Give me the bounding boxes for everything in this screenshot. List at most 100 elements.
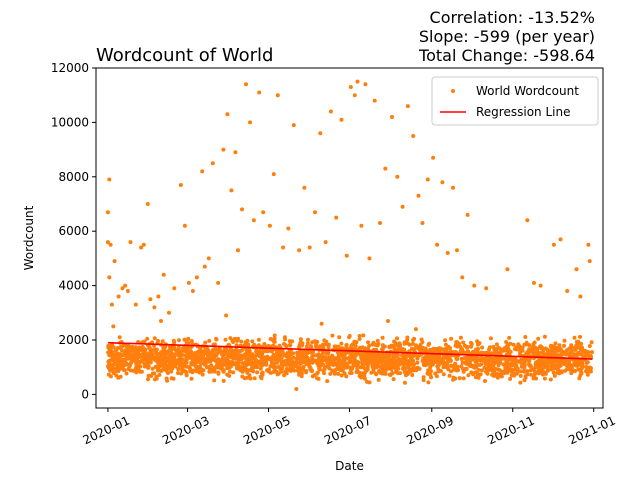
scatter-point [551, 370, 556, 375]
scatter-point [216, 370, 221, 375]
scatter-point [337, 364, 342, 369]
x-tick-label: 2021-01 [566, 413, 617, 447]
scatter-point [379, 369, 384, 374]
scatter-point [416, 193, 421, 198]
scatter-point [248, 376, 253, 381]
scatter-point [250, 365, 254, 370]
scatter-point [271, 172, 276, 177]
scatter-point [212, 347, 217, 352]
scatter-point [363, 360, 368, 364]
scatter-point [251, 369, 256, 374]
scatter-point [180, 364, 185, 369]
scatter-point [405, 104, 410, 109]
scatter-point [356, 370, 361, 375]
scatter-point [502, 369, 507, 374]
scatter-point [323, 240, 328, 245]
scatter-point [472, 283, 477, 288]
scatter-point [164, 368, 169, 373]
scatter-point [511, 342, 516, 347]
scatter-point [383, 166, 388, 171]
scatter-point [118, 374, 123, 379]
scatter-point [498, 360, 503, 365]
scatter-point [360, 371, 365, 376]
scatter-point [383, 360, 388, 364]
scatter-point [275, 372, 280, 377]
scatter-point [202, 360, 207, 365]
scatter-point [152, 371, 157, 376]
scatter-point [222, 352, 227, 357]
scatter-point [123, 348, 128, 352]
scatter-point [110, 368, 115, 373]
scatter-point [330, 333, 335, 338]
scatter-point [431, 155, 436, 160]
scatter-point [336, 360, 341, 365]
scatter-point [257, 361, 262, 366]
scatter-point [306, 337, 310, 342]
scatter-point [225, 112, 230, 117]
scatter-point [475, 371, 480, 376]
scatter-point [400, 204, 405, 209]
scatter-point [352, 93, 357, 98]
scatter-point [539, 368, 543, 373]
scatter-point [197, 345, 202, 350]
scatter-point [203, 346, 208, 350]
scatter-point [510, 367, 515, 372]
scatter-point [400, 366, 405, 371]
scatter-point [441, 360, 446, 364]
scatter-point [503, 365, 508, 370]
scatter-point [527, 363, 532, 368]
scatter-point [112, 259, 117, 264]
scatter-point [226, 359, 231, 364]
scatter-point [540, 372, 545, 377]
scatter-point [525, 218, 530, 223]
scatter-point [117, 335, 122, 340]
scatter-point [363, 370, 368, 375]
scatter-point [212, 342, 217, 347]
scatter-point [564, 352, 569, 357]
scatter-point [210, 161, 215, 166]
scatter-point [146, 377, 150, 382]
scatter-point [518, 373, 523, 378]
scatter-point [312, 373, 317, 378]
scatter-point [446, 344, 451, 349]
scatter-point [302, 185, 307, 190]
scatter-point [229, 188, 234, 193]
scatter-point [431, 358, 436, 363]
scatter-point [329, 355, 334, 360]
scatter-point [469, 342, 474, 347]
scatter-point [183, 359, 188, 363]
scatter-point [344, 361, 349, 366]
scatter-point [221, 362, 226, 367]
scatter-point [176, 371, 180, 375]
scatter-point [415, 356, 420, 361]
scatter-point [585, 360, 590, 365]
scatter-point [339, 360, 344, 365]
scatter-point [492, 362, 496, 366]
scatter-point [525, 372, 530, 377]
scatter-point [199, 368, 204, 373]
x-tick-label: 2020-05 [241, 413, 292, 447]
scatter-point [318, 355, 323, 359]
scatter-point [475, 348, 480, 353]
scatter-point [282, 335, 287, 340]
scatter-point [251, 218, 256, 223]
scatter-point [223, 337, 228, 342]
scatter-point [299, 374, 304, 379]
scatter-point [402, 370, 407, 374]
scatter-point [169, 369, 174, 374]
scatter-point [494, 342, 499, 347]
scatter-point [402, 380, 407, 385]
scatter-point [425, 349, 430, 354]
scatter-point [579, 371, 584, 376]
scatter-point [281, 353, 286, 358]
scatter-point [489, 358, 493, 363]
scatter-point [586, 350, 591, 355]
scatter-point [157, 355, 161, 360]
scatter-point [401, 354, 406, 359]
scatter-point [441, 372, 446, 377]
scatter-point [227, 373, 232, 378]
scatter-point [114, 373, 119, 378]
scatter-point [377, 360, 382, 365]
scatter-point [283, 343, 288, 348]
